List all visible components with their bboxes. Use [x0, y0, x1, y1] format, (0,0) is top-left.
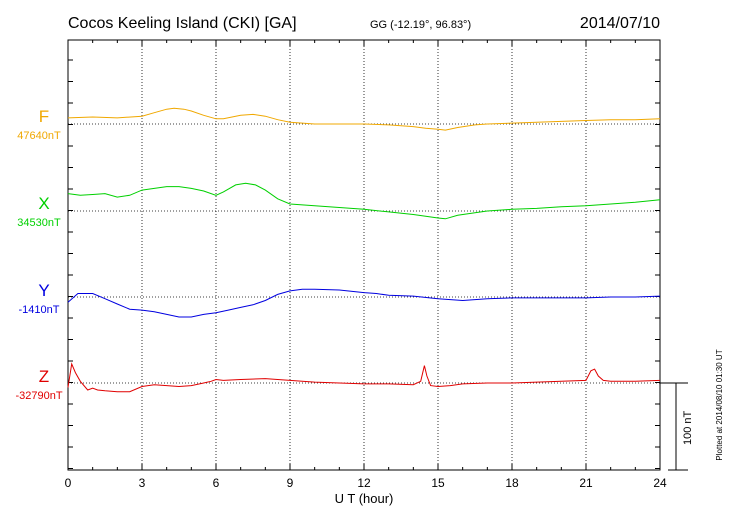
station-coordinates: GG (-12.19°, 96.83°) [370, 19, 471, 31]
x-tick-labels: 0 3 6 9 12 15 18 21 24 [65, 476, 667, 490]
baseline-value-y: -1410nT [19, 304, 60, 316]
baseline-value-z: -32790nT [15, 390, 62, 402]
x-tick-label: 18 [505, 476, 519, 490]
x-axis-label: U T (hour) [335, 491, 394, 506]
series-name-f: F [39, 107, 49, 126]
series-name-y: Y [38, 281, 49, 300]
x-tick-label: 21 [579, 476, 593, 490]
baseline-value-f: 47640nT [17, 130, 61, 142]
scale-bar-label: 100 nT [682, 410, 694, 445]
series-line-x [67, 182, 661, 220]
series-line-f [67, 107, 661, 131]
series-labels: F 47640nT X 34530nT Y -1410nT Z -32790nT [15, 107, 62, 402]
series-line-y [67, 288, 661, 318]
x-tick-label: 3 [139, 476, 146, 490]
chart-date: 2014/07/10 [580, 15, 660, 32]
baseline-value-x: 34530nT [17, 217, 61, 229]
grid-lines [141, 40, 587, 470]
x-tick-label: 15 [431, 476, 445, 490]
chart-title: Cocos Keeling Island (CKI) [GA] [68, 15, 297, 32]
x-tick-label: 24 [653, 476, 667, 490]
axis-ticks [67, 40, 661, 470]
plot-frame [67, 39, 661, 471]
x-tick-label: 6 [213, 476, 220, 490]
series-name-x: X [38, 194, 49, 213]
series-lines [67, 107, 661, 393]
plotted-timestamp: Plotted at 2014/08/10 01:30 UT [715, 349, 724, 460]
series-line-z [67, 362, 661, 393]
x-tick-label: 12 [357, 476, 371, 490]
x-tick-label: 9 [287, 476, 294, 490]
series-name-z: Z [39, 367, 49, 386]
x-tick-label: 0 [65, 476, 72, 490]
